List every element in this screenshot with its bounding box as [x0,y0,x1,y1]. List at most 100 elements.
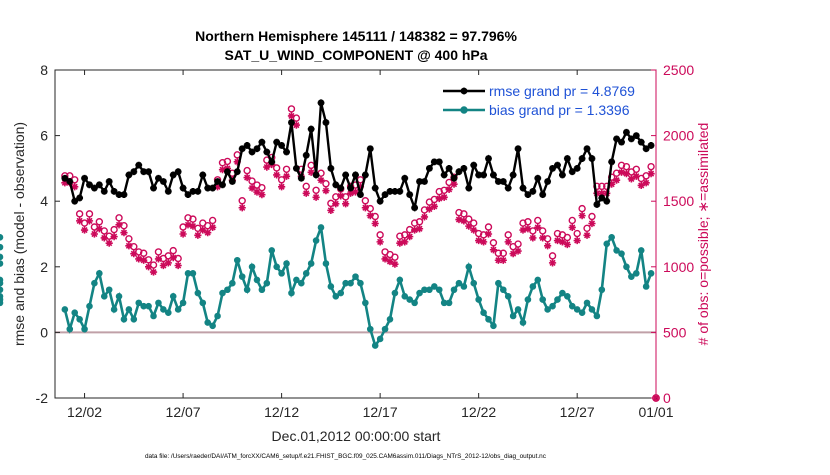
rmse-point [214,178,221,185]
obs-possible-marker [622,162,631,171]
bias-point [61,306,69,313]
obs-assimilated-marker [312,193,320,201]
rmse-point [578,155,586,162]
obs-assimilated-marker [534,223,542,232]
obs-assimilated-marker [174,261,182,270]
legend-rmse-label: rmse grand pr = 4.8769 [489,83,635,99]
obs-assimilated-marker [76,217,84,225]
obs-assimilated-marker [494,256,502,264]
rmse-point [637,138,645,146]
bias-point [125,306,133,313]
rmse-point [120,191,128,199]
bias-point [460,283,468,290]
obs-assimilated-marker [499,256,507,264]
obs-assimilated-marker [608,180,616,188]
obs-assimilated-marker [598,189,606,197]
obs-possible-marker [366,204,374,213]
obs-possible-marker [341,193,350,201]
y-axis-left-ticks: -2 0 2 4 6 8 [36,62,60,406]
rmse-point [421,178,428,185]
obs-assimilated-marker [396,239,404,247]
obs-assimilated-marker [317,176,325,184]
obs-possible-marker [489,239,498,247]
rmse-point [100,187,108,195]
obs-assimilated-marker [642,179,650,187]
rmse-point [440,171,448,179]
bias-point [391,289,399,297]
bias-point [588,306,596,313]
bias-point [628,273,635,280]
obs-possible-marker [465,215,473,223]
bias-point [219,289,226,297]
legend-bias-label: bias grand pr = 1.3396 [489,102,630,118]
bias-point [253,276,261,284]
bias-point [376,335,384,343]
bias-point [298,279,305,287]
bias-point [0,233,4,241]
rmse-point [243,142,251,149]
obs-possible-marker [272,164,281,172]
obs-assimilated-marker [248,184,256,192]
obs-possible-marker [538,227,547,235]
obs-assimilated-marker [238,204,246,212]
obs-possible-marker [612,169,621,177]
obs-assimilated-marker [263,163,271,171]
obs-assimilated-marker [465,222,473,230]
obs-assimilated-marker [184,221,192,229]
obs-assimilated-marker [199,226,207,234]
rmse-point [411,204,419,212]
legend-rmse-star [460,87,468,95]
bias-point [524,296,532,303]
rmse-point [386,187,394,195]
rmse-point [332,181,340,189]
bias-point [509,312,517,320]
legend-rmse-marker [460,87,468,95]
rmse-point [490,171,497,179]
bias-point [248,263,256,271]
obs-possible-marker [149,261,158,269]
obs-assimilated-marker [568,223,576,232]
obs-possible-marker [455,208,463,217]
rmse-point [539,191,547,199]
bias-point [642,283,650,290]
rmse-point [130,168,138,176]
obs-possible-marker [189,215,197,223]
rmse-point [357,191,364,199]
obs-possible-marker [332,193,340,201]
rmse-point [425,165,433,172]
obs-possible-marker [598,182,606,191]
bias-point [327,283,335,290]
rmse-point [499,178,507,185]
bias-point [568,302,576,310]
bias-point [283,260,290,267]
rmse-point [253,145,261,153]
rmse-point [568,168,576,176]
obs-assimilated-marker [90,230,99,238]
rmse-point [573,165,581,172]
y-right-tick-label: 2000 [663,128,694,144]
obs-possible-marker [484,223,493,231]
rmse-point [268,158,276,166]
obs-assimilated-marker [140,256,148,264]
rmse-point [647,142,655,149]
obs-possible-marker [307,161,315,170]
bias-point [544,306,551,313]
rmse-point [150,184,157,192]
obs-assimilated-marker [391,260,399,268]
bias-point [155,299,162,307]
x-tick-label: 12/22 [461,404,496,420]
rmse-series-layer [61,99,655,213]
obs-assimilated-marker [509,250,517,258]
bias-point [332,293,340,300]
rmse-point [514,145,522,153]
bias-point [86,302,93,310]
obs-possible-marker [376,231,384,239]
rmse-point [66,178,74,185]
bias-point [278,270,285,277]
obs-assimilated-marker [573,236,581,245]
bias-point [371,342,379,349]
obs-assimilated-marker [445,185,453,193]
rmse-point [416,178,423,185]
obs-possible-marker [647,162,655,171]
bias-point [199,299,207,307]
